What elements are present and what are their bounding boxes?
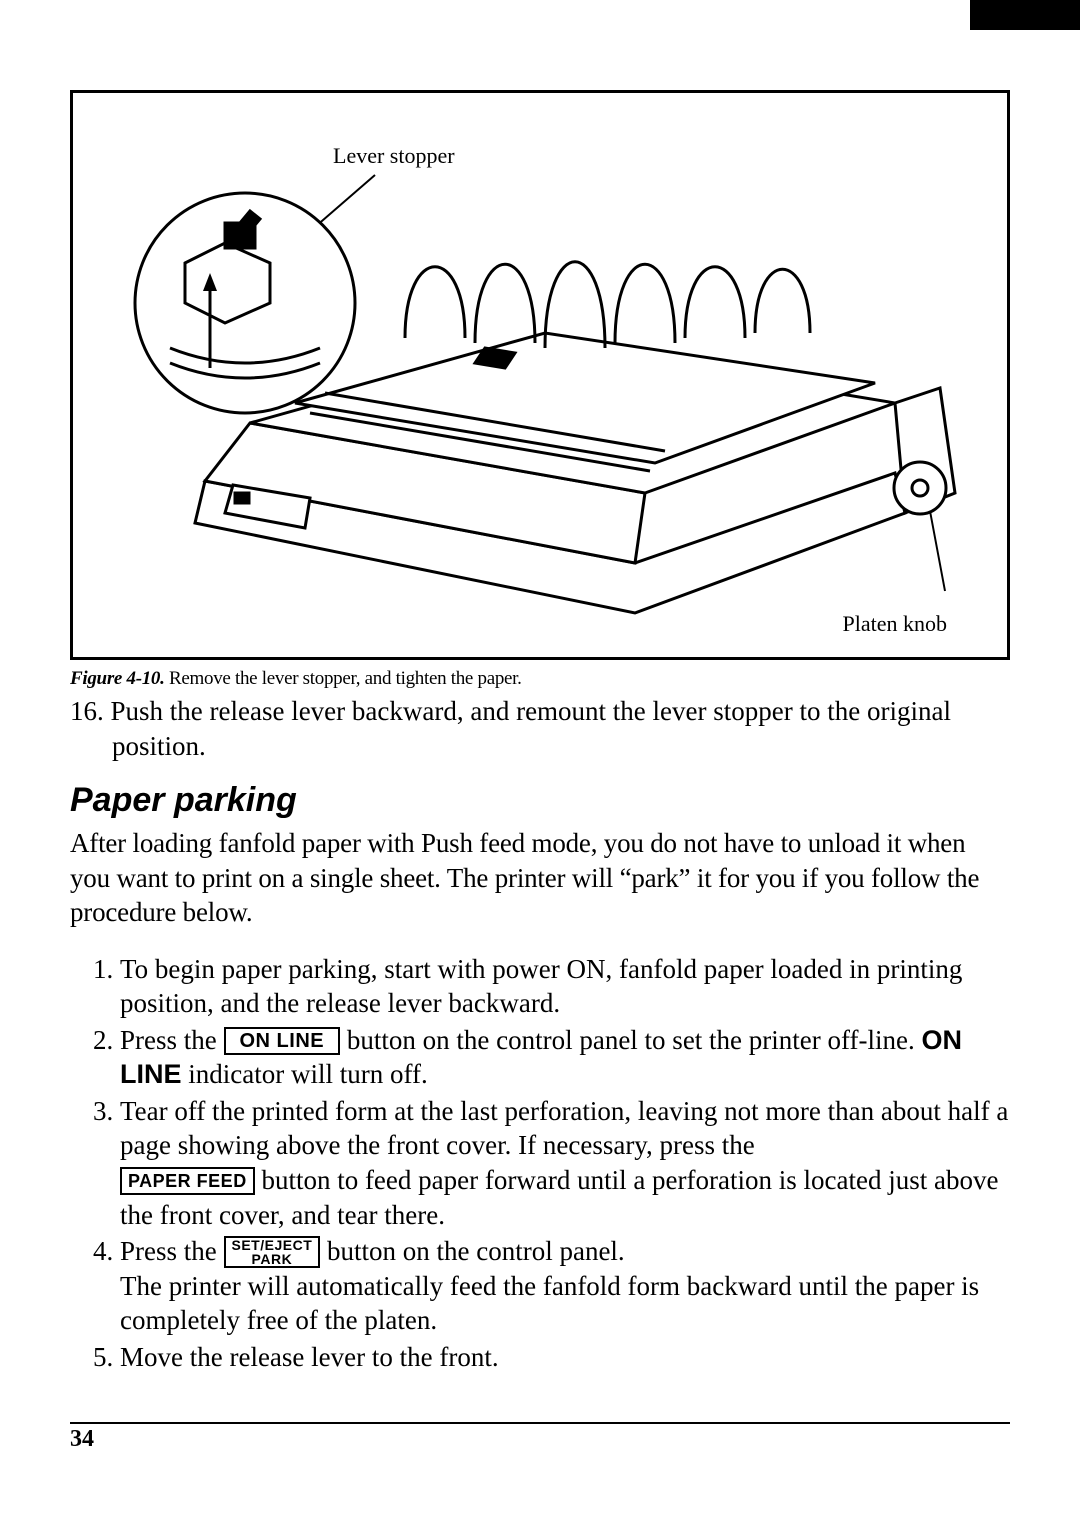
figure-caption: Figure 4-10. Remove the lever stopper, a… bbox=[70, 668, 1010, 690]
intro-paragraph: After loading fanfold paper with Push fe… bbox=[70, 826, 1010, 930]
step-2-text-b: button on the control panel to set the p… bbox=[340, 1025, 921, 1055]
set-eject-bottom: PARK bbox=[232, 1252, 313, 1266]
step-4-text-a: Press the bbox=[120, 1236, 224, 1266]
paper-feed-button-graphic: PAPER FEED bbox=[120, 1167, 255, 1195]
scan-artifact bbox=[970, 0, 1080, 30]
step-2-text-a: Press the bbox=[120, 1025, 224, 1055]
step-16-number: 16. bbox=[70, 696, 104, 726]
page-footer: 34 bbox=[70, 1422, 1010, 1453]
step-1: To begin paper parking, start with power… bbox=[120, 952, 1010, 1021]
step-2-text-d: indicator will turn off. bbox=[182, 1059, 428, 1089]
section-heading-paper-parking: Paper parking bbox=[70, 781, 1010, 820]
figure-caption-prefix: Figure 4-10. bbox=[70, 668, 165, 689]
on-line-button-graphic: ON LINE bbox=[224, 1027, 341, 1055]
procedure-list: To begin paper parking, start with power… bbox=[70, 952, 1010, 1375]
set-eject-top: SET/EJECT bbox=[232, 1238, 313, 1252]
page-number: 34 bbox=[70, 1426, 94, 1452]
figure-4-10: Lever stopper Platen knob bbox=[70, 90, 1010, 660]
step-16: 16. Push the release lever backward, and… bbox=[70, 694, 1010, 763]
step-4: Press the SET/EJECTPARK button on the co… bbox=[120, 1234, 1010, 1338]
step-3: Tear off the printed form at the last pe… bbox=[120, 1094, 1010, 1232]
figure-label-lever-stopper: Lever stopper bbox=[333, 143, 455, 169]
step-3-text-a: Tear off the printed form at the last pe… bbox=[120, 1096, 1008, 1161]
set-eject-park-button-graphic: SET/EJECTPARK bbox=[224, 1236, 321, 1268]
step-4-text-b: button on the control panel. bbox=[320, 1236, 624, 1266]
manual-page: Lever stopper Platen knob bbox=[0, 0, 1080, 1533]
step-2: Press the ON LINE button on the control … bbox=[120, 1023, 1010, 1092]
step-5: Move the release lever to the front. bbox=[120, 1340, 1010, 1375]
step-4-text-c: The printer will automatically feed the … bbox=[120, 1271, 979, 1336]
step-5-text: Move the release lever to the front. bbox=[120, 1342, 499, 1372]
step-1-text: To begin paper parking, start with power… bbox=[120, 954, 962, 1019]
figure-label-platen-knob: Platen knob bbox=[843, 611, 948, 637]
step-16-text: Push the release lever backward, and rem… bbox=[104, 696, 951, 761]
printer-illustration bbox=[73, 93, 1007, 657]
figure-caption-text: Remove the lever stopper, and tighten th… bbox=[165, 668, 522, 689]
